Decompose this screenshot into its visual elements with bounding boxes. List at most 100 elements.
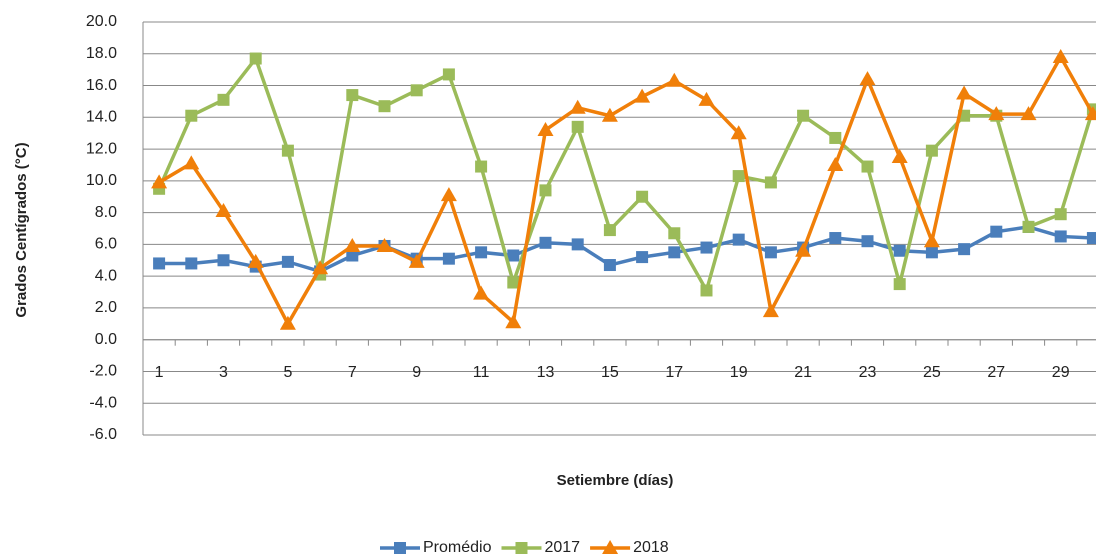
data-point: [281, 144, 294, 157]
data-point: [571, 120, 584, 133]
x-tick-label: 7: [348, 364, 357, 381]
x-tick-label: 15: [601, 364, 619, 381]
data-point: [539, 236, 552, 249]
data-point: [891, 149, 908, 164]
x-tick-label: 5: [283, 364, 292, 381]
data-point: [730, 125, 747, 140]
legend-label: 2018: [633, 539, 669, 555]
data-point: [378, 100, 391, 113]
x-tick-label: 17: [665, 364, 683, 381]
data-point: [797, 109, 810, 122]
data-point: [636, 251, 649, 264]
data-point: [827, 156, 844, 171]
legend-marker: [394, 542, 406, 554]
data-point: [764, 176, 777, 189]
data-point: [603, 259, 616, 272]
data-point: [603, 224, 616, 237]
data-point: [634, 88, 651, 103]
data-point: [442, 68, 455, 81]
data-point: [344, 237, 361, 252]
data-point: [636, 190, 649, 203]
x-tick-label: 3: [219, 364, 228, 381]
data-point: [829, 232, 842, 245]
data-point: [440, 187, 457, 202]
data-point: [151, 174, 168, 189]
data-point: [507, 249, 520, 262]
data-point: [1054, 230, 1067, 243]
data-point: [505, 314, 522, 329]
y-tick-label: 18.0: [86, 45, 117, 62]
y-tick-label: 10.0: [86, 172, 117, 189]
data-point: [1054, 208, 1067, 221]
y-tick-label: 4.0: [95, 267, 117, 284]
y-tick-label: 6.0: [95, 236, 117, 253]
data-point: [279, 315, 296, 330]
data-point: [281, 255, 294, 268]
data-point: [539, 184, 552, 197]
data-point: [537, 122, 554, 137]
data-point: [376, 237, 393, 252]
data-point: [185, 257, 198, 270]
data-point: [668, 227, 681, 240]
data-point: [668, 246, 681, 259]
y-tick-label: 14.0: [86, 109, 117, 126]
data-point: [408, 253, 425, 268]
legend-marker: [602, 540, 619, 554]
data-point: [958, 243, 971, 256]
x-tick-label: 9: [412, 364, 421, 381]
data-point: [247, 253, 264, 268]
x-tick-label: 27: [987, 364, 1005, 381]
data-point: [698, 91, 715, 106]
data-point: [859, 71, 876, 86]
y-tick-label: 2.0: [95, 299, 117, 316]
data-point: [185, 109, 198, 122]
y-tick-label: 0.0: [95, 331, 117, 348]
data-point: [473, 285, 490, 300]
x-tick-label: 19: [730, 364, 748, 381]
y-tick-label: 20.0: [86, 13, 117, 30]
data-point: [1084, 106, 1096, 121]
legend-label: 2017: [544, 539, 580, 555]
x-tick-label: 13: [537, 364, 555, 381]
data-point: [1022, 220, 1035, 233]
data-point: [829, 131, 842, 144]
data-point: [217, 254, 230, 267]
data-point: [1086, 232, 1096, 245]
data-point: [346, 249, 359, 262]
x-axis-title: Setiembre (días): [557, 472, 674, 489]
data-point: [700, 241, 713, 254]
data-point: [569, 99, 586, 114]
data-point: [153, 257, 166, 270]
data-point: [475, 246, 488, 259]
data-point: [956, 85, 973, 100]
series-line: [158, 53, 1095, 328]
data-point: [410, 84, 423, 97]
data-point: [1020, 106, 1037, 121]
data-point: [249, 52, 262, 65]
data-point: [764, 246, 777, 259]
y-tick-label: 16.0: [86, 77, 117, 94]
x-tick-label: 25: [923, 364, 941, 381]
data-point: [666, 72, 683, 87]
data-point: [217, 93, 230, 106]
data-point: [215, 203, 232, 218]
data-point: [990, 225, 1003, 238]
data-point: [700, 284, 713, 297]
y-tick-label: 8.0: [95, 204, 117, 221]
x-tick-label: 1: [155, 364, 164, 381]
legend-marker: [515, 542, 528, 554]
x-tick-label: 29: [1052, 364, 1070, 381]
y-axis-title: Grados Centígrados (°C): [13, 142, 30, 317]
data-point: [923, 233, 940, 248]
series-line: [157, 54, 1095, 295]
data-point: [925, 246, 938, 259]
y-tick-label: -4.0: [89, 394, 117, 411]
data-point: [795, 242, 812, 257]
data-point: [861, 160, 874, 173]
data-point: [601, 107, 618, 122]
data-point: [925, 144, 938, 157]
legend-label: Promédio: [423, 539, 492, 555]
data-point: [507, 276, 520, 289]
data-point: [346, 89, 359, 102]
